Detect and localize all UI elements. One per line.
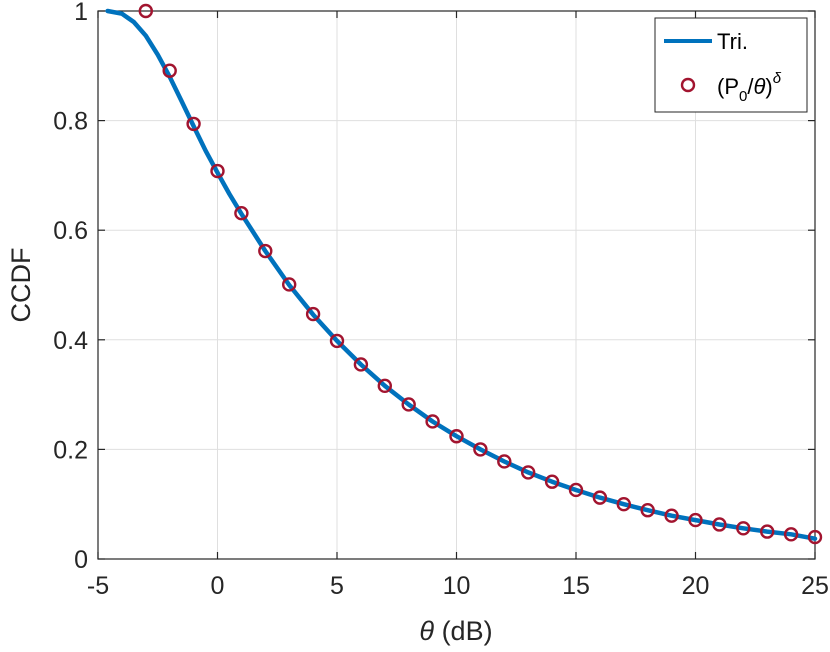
series-marker-point — [282, 277, 297, 292]
y-tick-label: 0.2 — [53, 436, 88, 464]
y-tick-label: 0 — [74, 546, 88, 574]
series-marker-point — [664, 508, 679, 523]
x-axis-title: θ (dB) — [419, 616, 492, 646]
series-marker-point — [783, 527, 799, 542]
legend-label-power-law: (P0/θ)δ — [717, 70, 782, 105]
series-marker-point — [736, 521, 751, 536]
legend-marker-swatch — [680, 77, 696, 93]
series-marker-point — [329, 333, 345, 349]
series-marker-point — [760, 524, 775, 539]
x-axis-unit: (dB) — [434, 616, 493, 646]
x-tick-label: 20 — [682, 572, 710, 600]
series-marker-point — [353, 357, 369, 372]
x-axis-theta: θ — [419, 616, 434, 646]
x-tick-label: 15 — [562, 572, 590, 600]
series-marker-point — [449, 429, 464, 444]
series-marker-point — [210, 163, 225, 179]
legend-box — [654, 17, 808, 113]
series-marker-point — [138, 3, 154, 19]
series-marker-point — [592, 490, 608, 505]
series-marker-point — [234, 206, 249, 221]
y-tick-label: 0.4 — [53, 327, 88, 355]
y-tick-label: 1 — [74, 0, 88, 26]
y-axis-title: CCDF — [6, 248, 36, 323]
legend-sup: δ — [773, 70, 782, 87]
y-tick-label: 0.6 — [53, 217, 88, 245]
series-marker-point — [521, 465, 536, 480]
series-marker-point — [616, 497, 631, 512]
y-tick-label: 0.8 — [53, 108, 88, 136]
x-tick-label: 0 — [211, 572, 225, 600]
ticks — [97, 10, 816, 560]
series-marker-point — [544, 474, 560, 489]
legend-middle: / — [747, 74, 754, 99]
series-marker-point — [688, 512, 703, 528]
series-marker-point — [162, 63, 177, 78]
series-marker-point — [568, 482, 584, 498]
legend-close: ) — [765, 74, 772, 99]
plot-series — [105, 3, 823, 545]
x-tick-label: 25 — [801, 572, 829, 600]
series-marker-point — [401, 397, 416, 412]
series-marker-point — [377, 378, 392, 394]
series-marker-point — [640, 503, 655, 518]
legend-sub: 0 — [739, 88, 747, 105]
x-tick-label: 5 — [330, 572, 344, 600]
series-marker-point — [425, 414, 440, 429]
series-marker-point — [497, 454, 512, 469]
series-marker-point — [807, 529, 823, 545]
x-tick-label: -5 — [87, 572, 109, 600]
legend-theta: θ — [753, 74, 765, 99]
legend: Tri. (P0/θ)δ — [654, 17, 808, 113]
series-marker-point — [712, 517, 727, 532]
legend-label-tri: Tri. — [717, 29, 748, 54]
x-tick-label: 10 — [443, 572, 471, 600]
series-line-tri — [105, 8, 818, 541]
series-marker-point — [305, 306, 321, 322]
legend-open: (P — [717, 74, 739, 99]
series-marker-point — [186, 116, 201, 132]
series-marker-point — [258, 243, 273, 259]
series-marker-point — [473, 442, 488, 457]
